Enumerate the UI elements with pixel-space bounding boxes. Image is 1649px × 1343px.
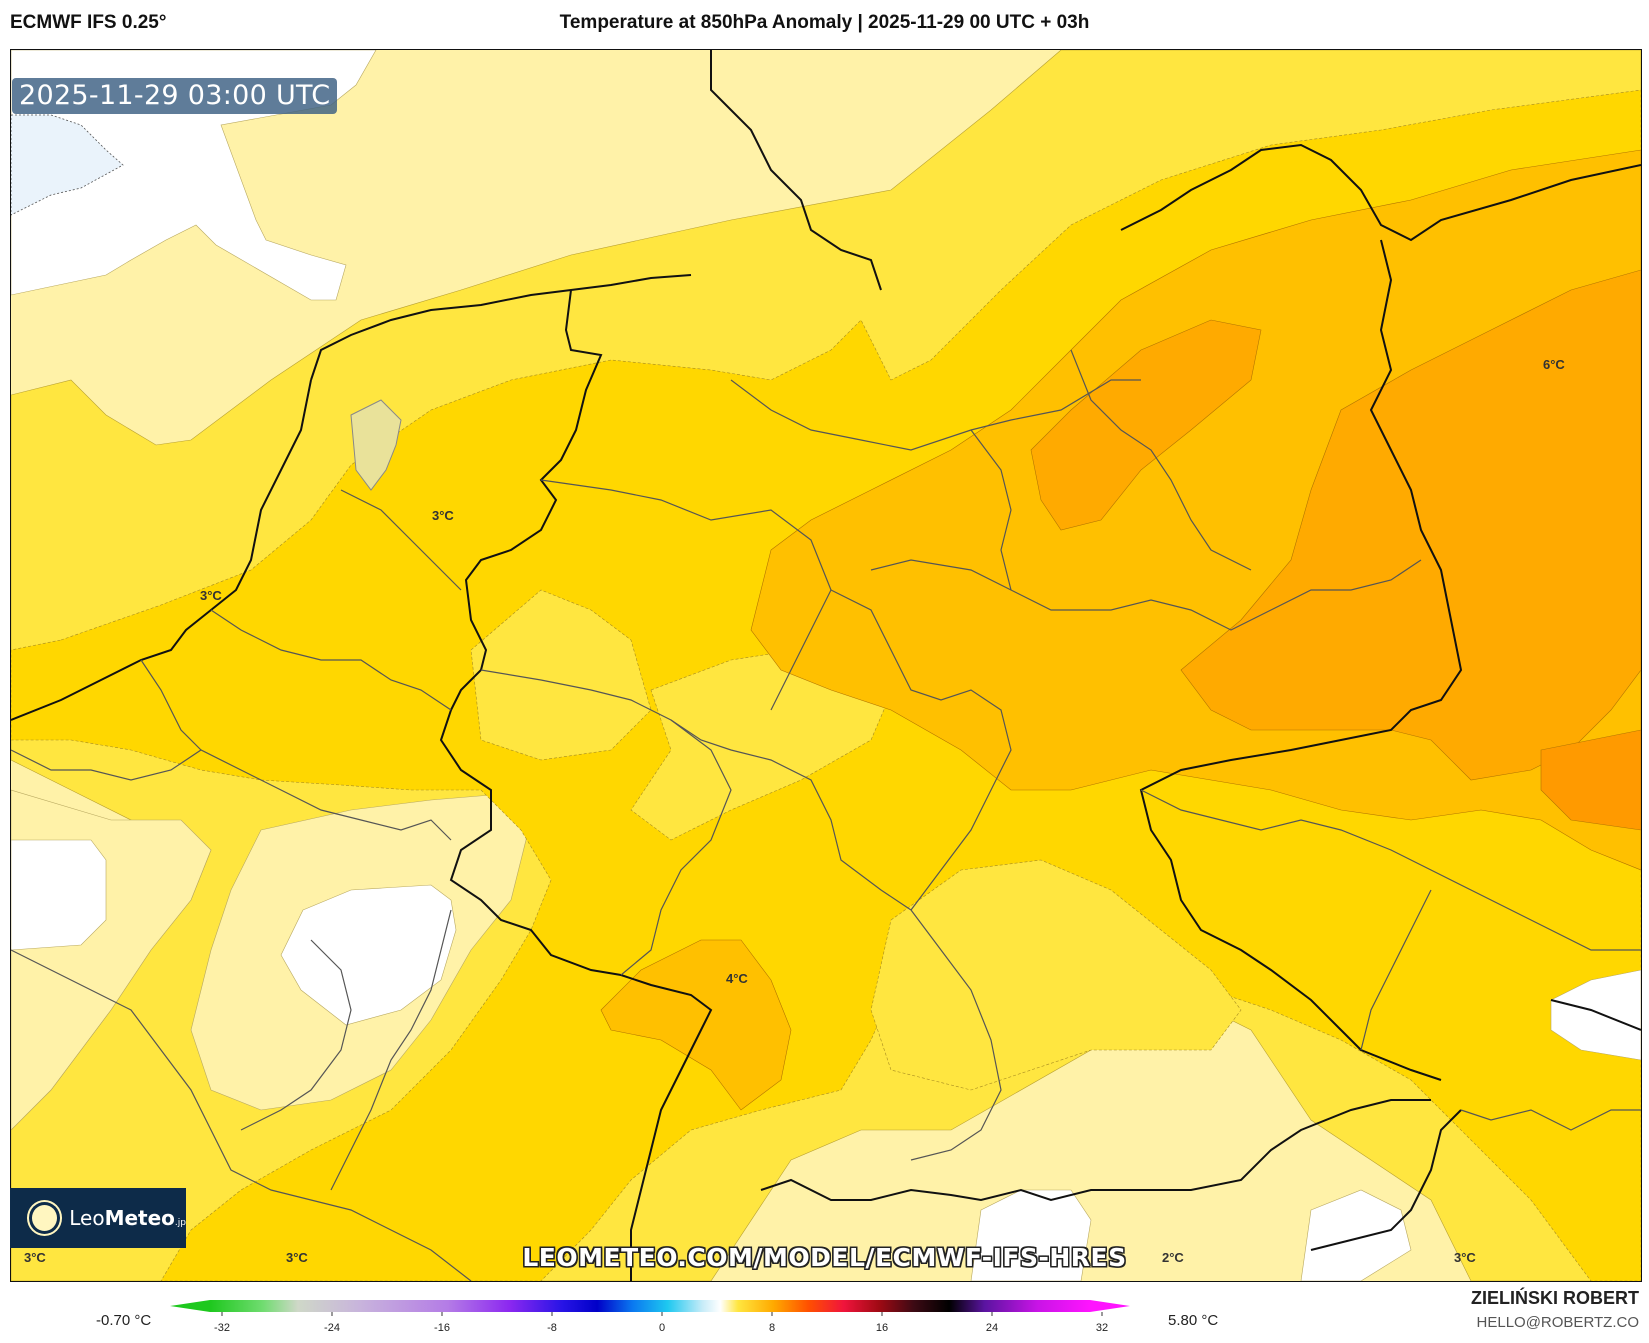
colorbar-tick: -24 bbox=[324, 1322, 340, 1334]
contour-label: 3°C bbox=[286, 1250, 308, 1265]
valid-time-badge: 2025-11-29 03:00 UTC bbox=[12, 78, 338, 114]
chart-title: Temperature at 850hPa Anomaly | 2025-11-… bbox=[559, 12, 1090, 33]
leometeo-logo[interactable]: LeoMeteo.jp bbox=[10, 1188, 186, 1248]
colorbar-tick: 8 bbox=[768, 1322, 776, 1334]
sun-icon bbox=[32, 1205, 58, 1231]
colorbar-tick: -8 bbox=[547, 1322, 557, 1334]
contour-label: 3°C bbox=[432, 508, 454, 523]
watermark-url: LEOMETEO.COM/MODEL/ECMWF-IFS-HRES bbox=[522, 1243, 1127, 1272]
colorbar-tick: -16 bbox=[434, 1322, 450, 1334]
contour-label: 6°C bbox=[1543, 357, 1565, 372]
author-email[interactable]: HELLO@ROBERTZ.CO bbox=[1476, 1314, 1639, 1331]
contour-label: 4°C bbox=[726, 971, 748, 986]
colorbar-tick: 16 bbox=[875, 1322, 889, 1334]
colorbar: -32 -24 -16 -8 0 8 16 24 32 bbox=[170, 1300, 1150, 1338]
colorbar-tick: 0 bbox=[658, 1322, 666, 1334]
contour-label: 3°C bbox=[1454, 1250, 1476, 1265]
map-panel bbox=[10, 49, 1642, 1282]
logo-text: LeoMeteo.jp bbox=[69, 1206, 186, 1230]
colorbar-tick: -32 bbox=[214, 1322, 230, 1334]
domain-min-label: -0.70 °C bbox=[96, 1312, 152, 1329]
contour-label: 3°C bbox=[24, 1250, 46, 1265]
model-label: ECMWF IFS 0.25° bbox=[10, 12, 167, 33]
author-name: ZIELIŃSKI ROBERT bbox=[1470, 1288, 1639, 1308]
anomaly-map bbox=[11, 50, 1641, 1281]
contour-label: 3°C bbox=[200, 588, 222, 603]
colorbar-tick: 32 bbox=[1095, 1322, 1109, 1334]
colorbar-tick: 24 bbox=[985, 1322, 999, 1334]
contour-label: 2°C bbox=[1162, 1250, 1184, 1265]
domain-max-label: 5.80 °C bbox=[1168, 1312, 1219, 1329]
